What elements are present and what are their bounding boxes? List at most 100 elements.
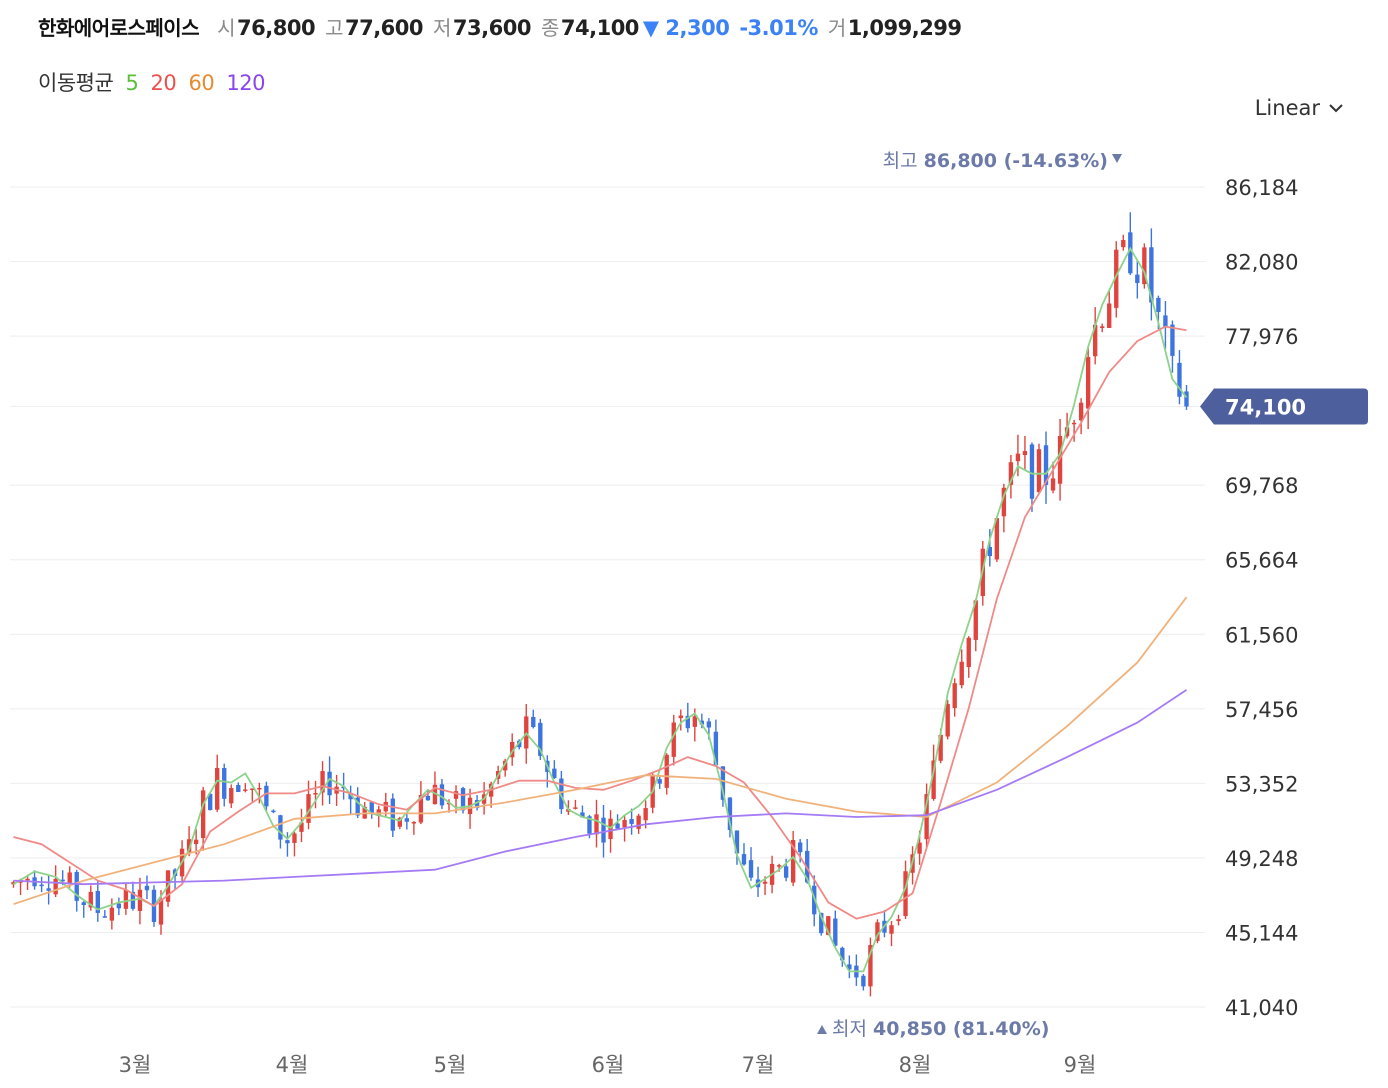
candle-body xyxy=(1184,391,1189,407)
candle-body xyxy=(453,791,459,799)
candle-body xyxy=(868,945,873,987)
candle-body xyxy=(1135,274,1140,284)
candle-body xyxy=(664,754,669,788)
up-triangle-icon xyxy=(817,1025,827,1034)
candle-body xyxy=(1029,444,1035,499)
candle-body xyxy=(236,784,241,792)
high-annotation-value: 86,800 (-14.63%) xyxy=(924,150,1108,172)
ma-20-label[interactable]: 20 xyxy=(150,71,177,95)
candle-body xyxy=(109,907,115,921)
candle-body xyxy=(678,715,683,719)
y-tick-label: 45,144 xyxy=(1225,921,1298,945)
candle-body xyxy=(994,518,1000,560)
ma-60-label[interactable]: 60 xyxy=(188,71,215,95)
candle-body xyxy=(987,546,992,557)
candle-body xyxy=(460,788,466,811)
ma20-line xyxy=(13,325,1187,920)
candle-body xyxy=(538,722,543,756)
candle-body xyxy=(25,878,30,881)
candle-body xyxy=(327,771,332,796)
candle-body xyxy=(1128,232,1133,274)
candle-body xyxy=(348,792,353,800)
candle-body xyxy=(1008,462,1014,485)
candle-body xyxy=(39,884,44,887)
ma-120-label[interactable]: 120 xyxy=(226,71,265,95)
candle-body xyxy=(622,819,627,828)
candle-body xyxy=(1142,247,1147,285)
candle-body xyxy=(790,839,796,883)
candle-body xyxy=(671,722,676,757)
candle-body xyxy=(60,879,65,882)
x-tick-label: 3월 xyxy=(119,1053,152,1077)
candle-body xyxy=(1114,249,1119,308)
candle-body xyxy=(1050,478,1056,491)
candle-body xyxy=(903,871,908,917)
candle-body xyxy=(783,866,789,878)
candle-body xyxy=(355,797,360,816)
open-price: 76,800 xyxy=(237,16,316,40)
current-price-tag: 74,100 xyxy=(1200,388,1368,425)
candle-body xyxy=(369,802,374,813)
ma-5-label[interactable]: 5 xyxy=(125,71,139,95)
y-tick-label: 57,456 xyxy=(1225,698,1298,722)
candle-body xyxy=(278,815,283,840)
candle-body xyxy=(67,872,72,885)
candle-body xyxy=(186,839,192,853)
candle-body xyxy=(102,916,107,918)
stock-summary: 한화에어로스페이스 시 76,800 고 77,600 저 73,600 종 7… xyxy=(38,12,972,42)
candle-body xyxy=(1022,451,1028,456)
chart-gridlines xyxy=(10,186,1205,1008)
moving-average-lines xyxy=(13,246,1188,973)
candle-body xyxy=(741,854,747,865)
candle-body xyxy=(1085,357,1091,409)
candle-body xyxy=(404,818,410,822)
moving-average-title: 이동평균 xyxy=(38,71,114,95)
candle-body xyxy=(917,842,922,854)
candle-body xyxy=(1121,240,1126,248)
candle-body xyxy=(313,793,318,795)
candle-body xyxy=(200,790,206,839)
candle-body xyxy=(896,919,901,922)
candle-body xyxy=(889,925,894,934)
candle-body xyxy=(299,822,304,832)
candle-body xyxy=(1107,303,1112,328)
candle-body xyxy=(601,817,606,843)
y-tick-label: 53,352 xyxy=(1225,772,1298,796)
x-axis-labels: 3월 4월 5월 6월 7월 8월 9월 xyxy=(119,1053,1097,1077)
candle-body xyxy=(95,890,100,913)
candle-body xyxy=(306,794,311,823)
x-tick-label: 9월 xyxy=(1064,1053,1097,1077)
ma120-line xyxy=(13,689,1187,886)
x-tick-label: 4월 xyxy=(276,1053,309,1077)
chevron-down-icon xyxy=(1329,104,1343,113)
candle-body xyxy=(615,823,620,829)
y-tick-label: 61,560 xyxy=(1225,623,1298,647)
candle-body xyxy=(636,815,641,829)
candle-body xyxy=(88,891,93,908)
volume: 1,099,299 xyxy=(847,16,962,40)
high-label: 고 xyxy=(325,16,343,40)
moving-average-legend: 이동평균 5 20 60 120 xyxy=(38,67,271,97)
candle-body xyxy=(552,768,557,779)
candle-body xyxy=(74,872,79,901)
current-price-label: 74,100 xyxy=(1225,395,1306,419)
candle-body xyxy=(116,903,122,909)
price-tag-background xyxy=(1200,388,1368,425)
candle-body xyxy=(1001,487,1007,517)
candle-body xyxy=(1015,453,1021,462)
candle-body xyxy=(833,918,838,946)
x-tick-label: 5월 xyxy=(434,1053,467,1077)
scale-dropdown[interactable]: Linear xyxy=(1255,96,1344,120)
candle-body xyxy=(966,637,971,668)
stock-name: 한화에어로스페이스 xyxy=(38,16,200,40)
low-annotation-value: 40,850 (81.40%) xyxy=(873,1018,1049,1040)
candle-body xyxy=(1170,324,1175,356)
candle-body xyxy=(594,814,599,835)
y-tick-label: 86,184 xyxy=(1225,176,1298,200)
candle-body xyxy=(243,789,248,791)
high-annotation-label: 최고 xyxy=(883,150,924,172)
price-change-percent: -3.01% xyxy=(739,16,818,40)
candle-body xyxy=(1156,297,1161,313)
open-label: 시 xyxy=(217,16,236,40)
